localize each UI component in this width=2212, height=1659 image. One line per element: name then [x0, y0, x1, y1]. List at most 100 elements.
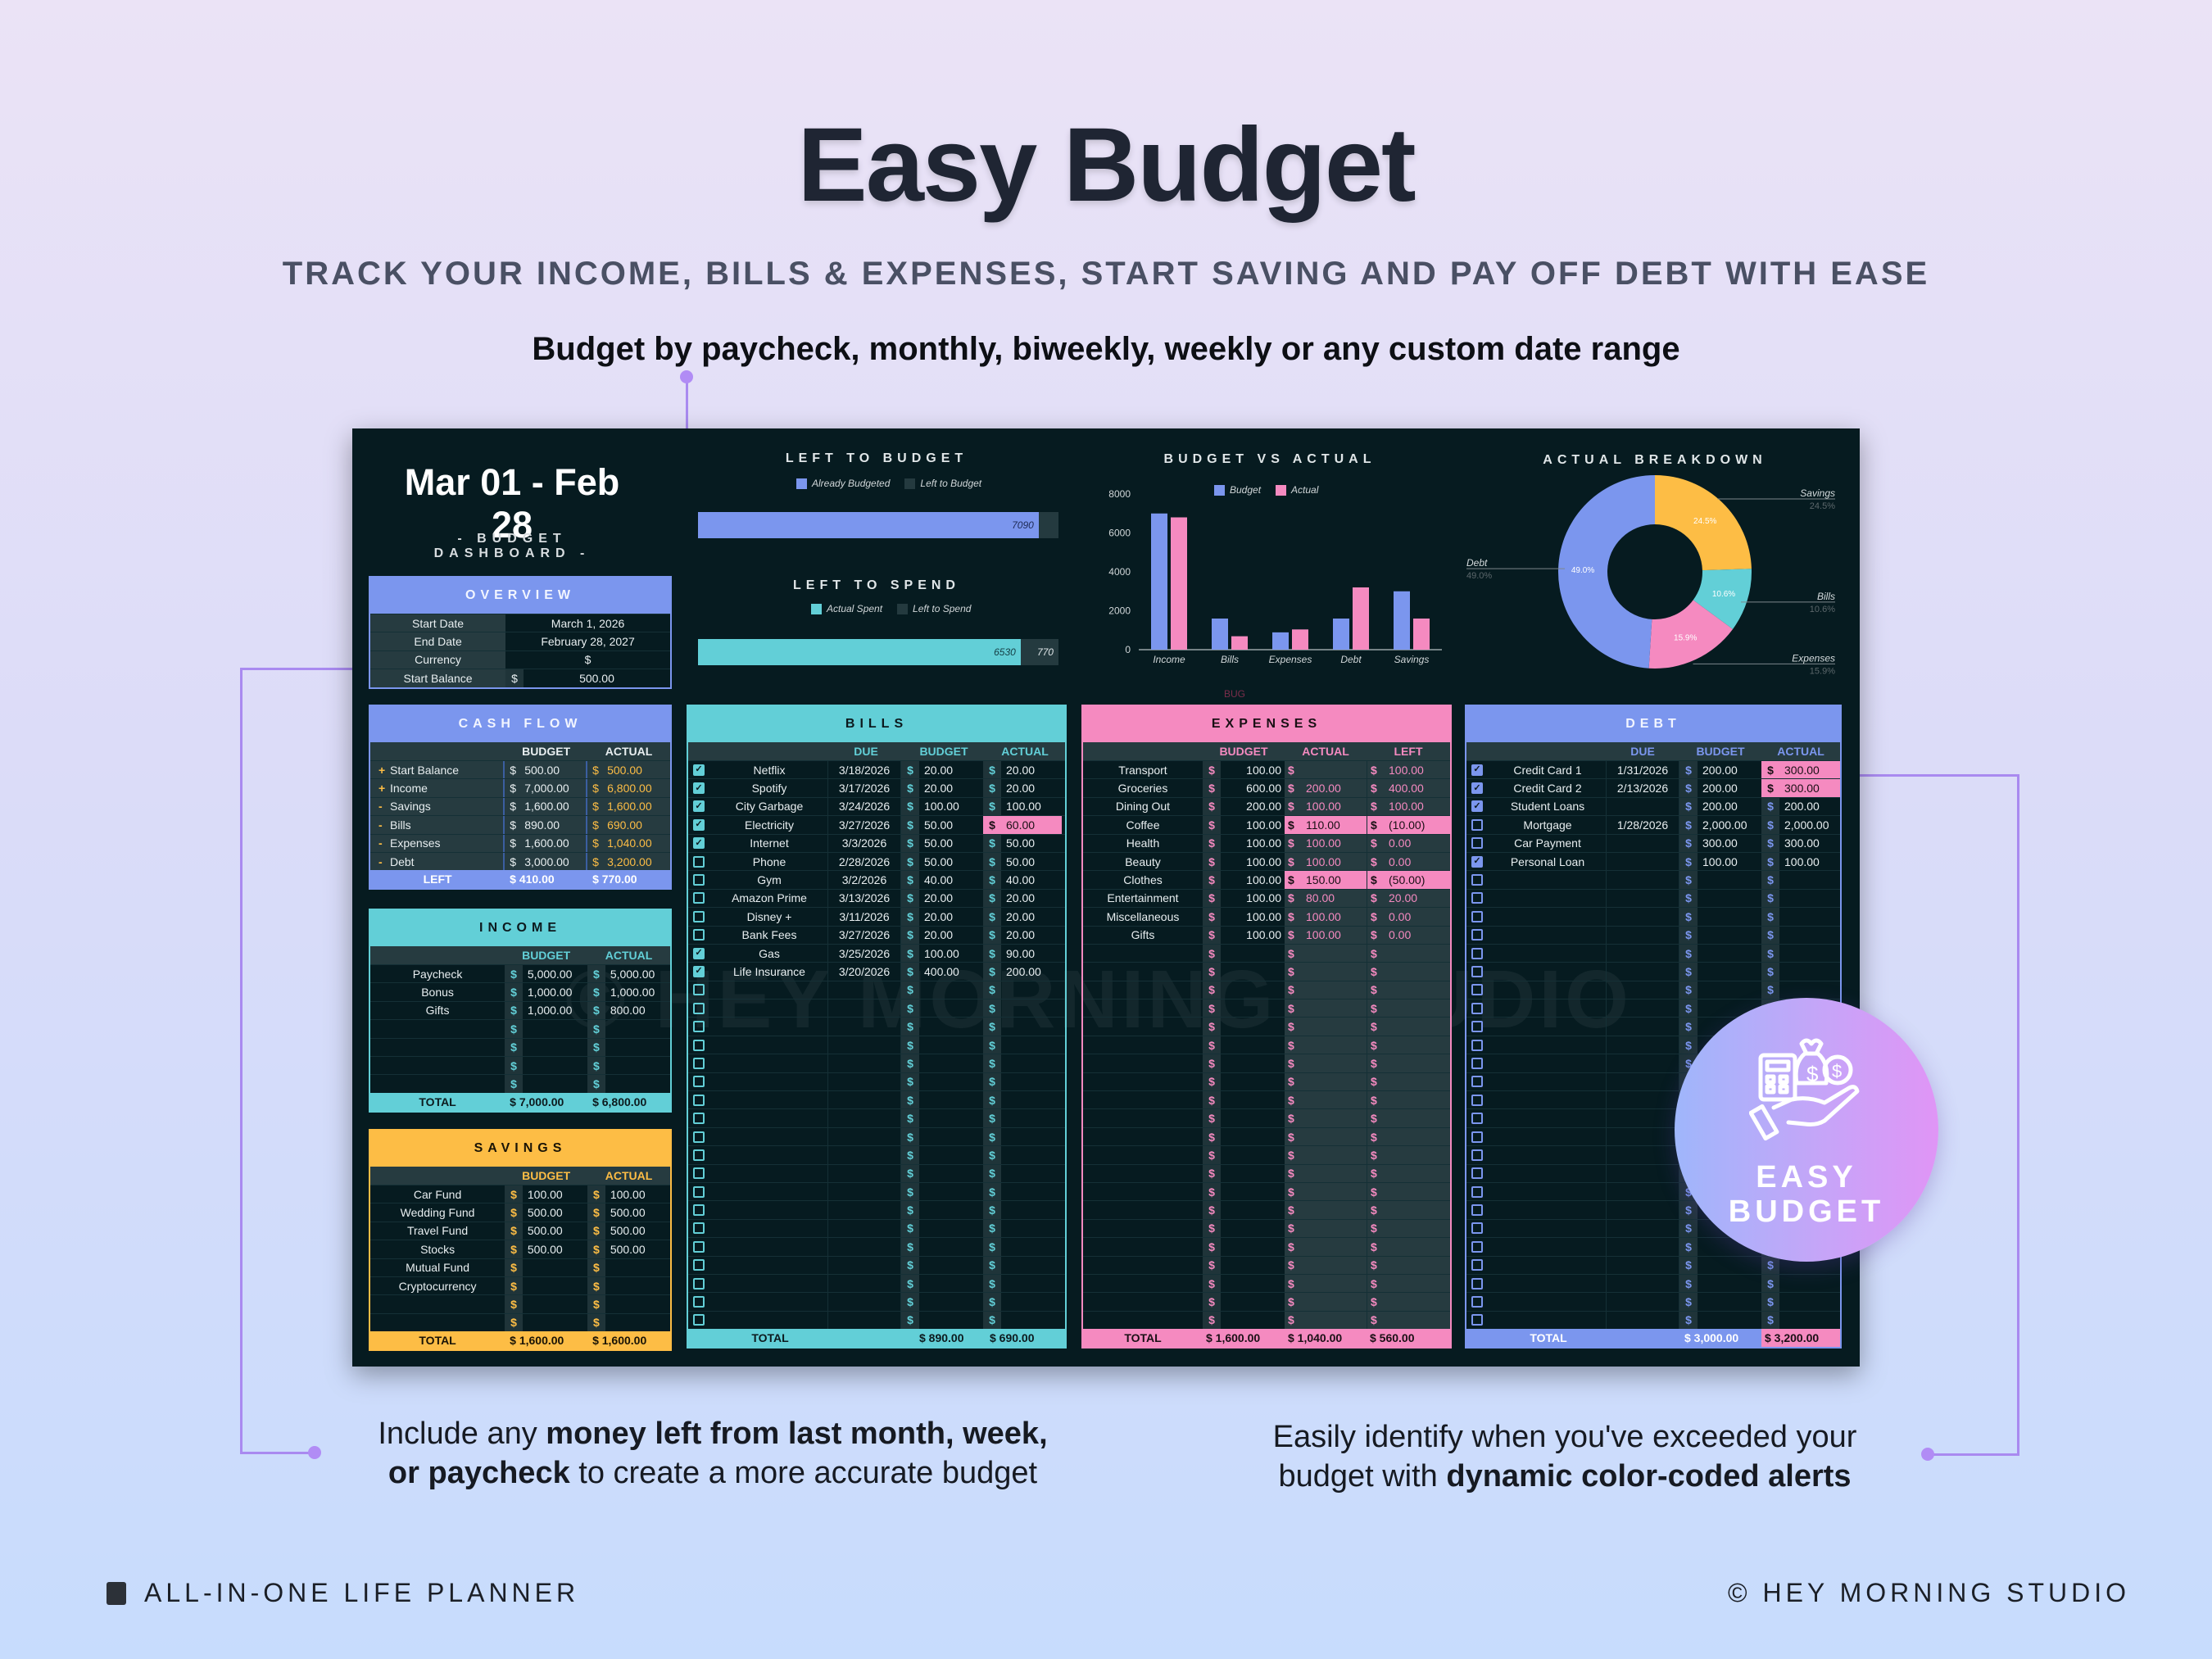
checkbox-unchecked[interactable]: [693, 1131, 705, 1143]
actual-input[interactable]: [1001, 999, 1062, 1017]
item-name[interactable]: [711, 981, 827, 999]
budget-input[interactable]: [1698, 981, 1761, 999]
budget-input[interactable]: [1698, 1293, 1761, 1310]
budget-input[interactable]: [919, 1146, 983, 1163]
actual-cell[interactable]: $: [1285, 1311, 1367, 1330]
actual-input[interactable]: [1001, 1091, 1062, 1108]
item-name[interactable]: Personal Loan: [1510, 854, 1585, 868]
item-name[interactable]: [711, 1201, 827, 1218]
budget-input[interactable]: [1221, 1183, 1285, 1200]
budget-input[interactable]: [1698, 1257, 1761, 1274]
actual-input[interactable]: 20.00: [1006, 763, 1036, 777]
item-name[interactable]: Gas: [759, 946, 780, 960]
actual-cell[interactable]: $100.00: [1285, 797, 1367, 816]
budget-input[interactable]: [1221, 1073, 1285, 1090]
item-name[interactable]: [1489, 1073, 1606, 1090]
item-name[interactable]: [1489, 1220, 1606, 1237]
budget-input[interactable]: 100.00: [1246, 909, 1281, 923]
actual-cell[interactable]: $: [1285, 981, 1367, 999]
checkbox-unchecked[interactable]: [1471, 1149, 1483, 1161]
item-name[interactable]: [1489, 1054, 1606, 1072]
budget-input[interactable]: 500.00: [527, 1224, 563, 1238]
actual-cell[interactable]: $: [1285, 1072, 1367, 1091]
budget-input[interactable]: [523, 1020, 587, 1037]
budget-input[interactable]: 100.00: [1246, 873, 1281, 887]
checkbox-checked[interactable]: ✓: [693, 782, 705, 795]
checkbox-unchecked[interactable]: [1471, 818, 1483, 831]
budget-input[interactable]: 20.00: [924, 909, 954, 923]
overview-value[interactable]: February 28, 2027: [541, 635, 635, 649]
actual-cell[interactable]: $: [1285, 999, 1367, 1018]
actual-input[interactable]: [1779, 871, 1840, 888]
budget-input[interactable]: 20.00: [924, 928, 954, 942]
overview-value[interactable]: $: [584, 653, 592, 667]
checkbox-unchecked[interactable]: [693, 1240, 705, 1253]
overview-value[interactable]: March 1, 2026: [551, 616, 625, 630]
budget-input[interactable]: [1221, 999, 1285, 1017]
budget-input[interactable]: [919, 1128, 983, 1145]
checkbox-unchecked[interactable]: [1471, 1002, 1483, 1014]
actual-input[interactable]: 20.00: [1006, 928, 1036, 942]
item-name[interactable]: [1489, 1036, 1606, 1054]
budget-input[interactable]: 50.00: [924, 836, 954, 850]
actual-input[interactable]: 300.00: [1784, 836, 1820, 850]
actual-input[interactable]: [1001, 1201, 1062, 1218]
checkbox-unchecked[interactable]: [1471, 1222, 1483, 1235]
budget-input[interactable]: [919, 1054, 983, 1072]
actual-cell[interactable]: $100.00: [1285, 834, 1367, 852]
actual-input[interactable]: [605, 1039, 670, 1056]
actual-input[interactable]: [1001, 1183, 1062, 1200]
actual-input[interactable]: [1779, 908, 1840, 925]
checkbox-unchecked[interactable]: [1471, 1259, 1483, 1271]
budget-input[interactable]: [1221, 1091, 1285, 1108]
item-name[interactable]: [711, 1220, 827, 1237]
item-name[interactable]: [711, 1275, 827, 1292]
actual-input[interactable]: 500.00: [610, 1242, 646, 1256]
actual-input[interactable]: 200.00: [1006, 964, 1041, 978]
actual-input[interactable]: [605, 1057, 670, 1074]
actual-input[interactable]: [1779, 945, 1840, 962]
actual-cell[interactable]: $: [1285, 1256, 1367, 1274]
item-name[interactable]: [1489, 981, 1606, 999]
actual-cell[interactable]: $: [1285, 1274, 1367, 1293]
checkbox-unchecked[interactable]: [1471, 892, 1483, 904]
actual-input[interactable]: [605, 1314, 670, 1331]
item-name[interactable]: [1489, 1238, 1606, 1255]
checkbox-unchecked[interactable]: [1471, 874, 1483, 886]
budget-input[interactable]: [919, 1091, 983, 1108]
actual-input[interactable]: 300.00: [1779, 761, 1840, 779]
actual-input[interactable]: 5,000.00: [610, 967, 655, 981]
actual-input[interactable]: 100.00: [1006, 800, 1041, 814]
actual-cell[interactable]: $: [1285, 1109, 1367, 1127]
item-name[interactable]: City Garbage: [735, 800, 804, 814]
checkbox-unchecked[interactable]: [693, 1039, 705, 1051]
budget-input[interactable]: 100.00: [527, 1187, 563, 1201]
item-name[interactable]: Internet: [750, 836, 789, 850]
checkbox-unchecked[interactable]: [693, 1296, 705, 1308]
checkbox-unchecked[interactable]: [693, 1314, 705, 1326]
actual-input[interactable]: [1001, 1293, 1062, 1310]
budget-input[interactable]: 1,000.00: [527, 1004, 573, 1018]
item-name[interactable]: [711, 1312, 827, 1329]
checkbox-unchecked[interactable]: [1471, 1076, 1483, 1088]
actual-input[interactable]: [605, 1295, 670, 1312]
actual-cell[interactable]: $: [1285, 963, 1367, 981]
checkbox-unchecked[interactable]: [693, 874, 705, 886]
checkbox-unchecked[interactable]: [693, 1094, 705, 1106]
checkbox-unchecked[interactable]: [693, 1149, 705, 1161]
budget-input[interactable]: [1221, 1109, 1285, 1126]
actual-cell[interactable]: $100.00: [1285, 908, 1367, 926]
checkbox-unchecked[interactable]: [1471, 1277, 1483, 1290]
budget-input[interactable]: [919, 1165, 983, 1182]
item-name[interactable]: Credit Card 2: [1513, 782, 1582, 796]
item-name[interactable]: Phone: [752, 854, 786, 868]
checkbox-unchecked[interactable]: [1471, 910, 1483, 922]
budget-input[interactable]: 500.00: [527, 1242, 563, 1256]
checkbox-unchecked[interactable]: [1471, 1131, 1483, 1143]
actual-cell[interactable]: $150.00: [1285, 871, 1367, 889]
checkbox-checked[interactable]: ✓: [693, 965, 705, 977]
checkbox-unchecked[interactable]: [693, 1167, 705, 1180]
item-name[interactable]: Electricity: [745, 818, 794, 832]
actual-input[interactable]: [1001, 1128, 1062, 1145]
item-name[interactable]: [1489, 927, 1606, 944]
